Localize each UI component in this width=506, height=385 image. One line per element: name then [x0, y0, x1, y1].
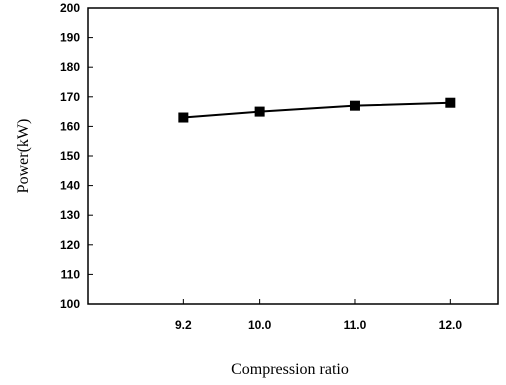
x-tick-label: 9.2 — [175, 318, 192, 332]
y-tick-label: 200 — [60, 1, 80, 15]
y-axis-ticks: 100 110 120 130 140 150 160 170 180 190 200 — [60, 1, 93, 311]
data-point-marker — [349, 100, 360, 111]
y-tick-label: 140 — [60, 179, 80, 193]
x-tick-label: 12.0 — [439, 318, 463, 332]
x-tick-label: 10.0 — [248, 318, 272, 332]
y-tick-label: 190 — [60, 31, 80, 45]
y-tick-label: 130 — [60, 208, 80, 222]
y-tick-label: 160 — [60, 119, 80, 133]
data-point-marker — [254, 106, 265, 117]
series-line — [183, 101, 451, 119]
x-tick-label: 11.0 — [344, 318, 367, 332]
data-point-marker — [445, 97, 456, 108]
y-tick-label: 120 — [60, 238, 80, 252]
data-point-marker — [178, 112, 189, 123]
y-tick-label: 170 — [60, 90, 80, 104]
y-tick-label: 100 — [60, 297, 80, 311]
x-axis-title: Compression ratio — [231, 361, 349, 378]
y-tick-label: 180 — [60, 60, 80, 74]
y-axis-title: Power(kW) — [15, 119, 32, 194]
x-axis-ticks: 9.2 10.0 11.0 12.0 — [175, 299, 462, 332]
plot-frame — [87, 7, 499, 305]
y-tick-label: 110 — [61, 267, 81, 281]
y-tick-label: 150 — [60, 149, 80, 163]
series-layer — [178, 97, 456, 123]
